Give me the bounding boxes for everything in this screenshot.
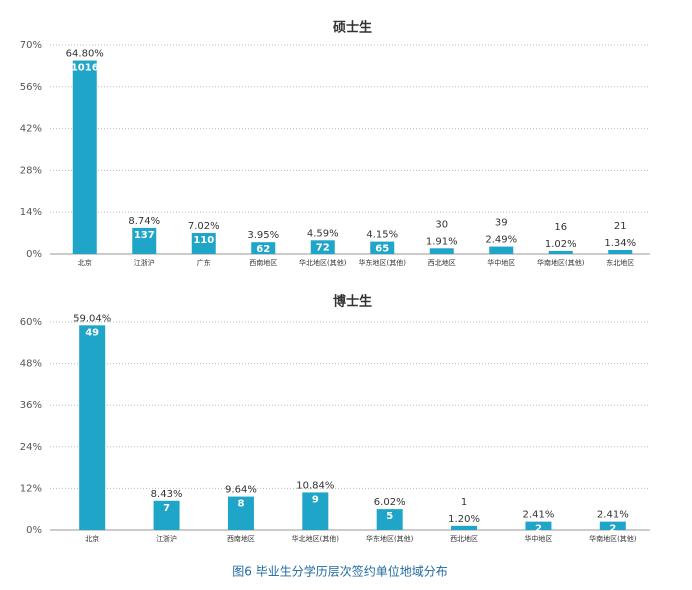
value-label: 2.41% (523, 510, 555, 521)
x-tick-label: 华北地区(其他) (292, 534, 340, 543)
bar (72, 60, 97, 255)
value-label: 64.80% (66, 49, 104, 60)
count-label: 21 (614, 221, 627, 232)
bar (370, 241, 395, 254)
count-label: 1016 (71, 63, 99, 74)
count-label: 9 (312, 494, 319, 505)
value-label: 2.49% (485, 235, 517, 246)
bar (132, 227, 157, 254)
y-tick-label: 56% (20, 82, 42, 93)
x-tick-label: 华中地区 (487, 258, 515, 267)
bar (608, 249, 633, 254)
y-tick-label: 60% (20, 317, 42, 328)
value-label: 10.84% (296, 480, 334, 491)
count-label: 5 (386, 511, 393, 522)
x-tick-label: 华南地区(其他) (537, 258, 585, 267)
bar (310, 240, 335, 254)
y-tick-label: 12% (20, 483, 42, 494)
count-label: 39 (495, 218, 508, 229)
x-tick-label: 江浙沪 (156, 534, 177, 543)
bar (302, 492, 329, 530)
value-label: 7.02% (188, 221, 220, 232)
count-label: 62 (256, 244, 270, 255)
y-tick-label: 28% (20, 165, 42, 176)
bar (227, 496, 254, 530)
x-tick-label: 北京 (85, 534, 99, 543)
bar (451, 525, 478, 530)
bar (548, 250, 573, 254)
bar (153, 500, 180, 530)
value-label: 6.02% (374, 497, 406, 508)
x-tick-label: 华东地区(其他) (359, 258, 407, 267)
bar (376, 509, 403, 530)
chart-title: 硕士生 (333, 20, 372, 36)
x-tick-label: 西北地区 (428, 258, 456, 267)
value-label: 2.41% (597, 510, 629, 521)
caption: 图6 毕业生分学历层次签约单位地域分布 (232, 564, 447, 579)
y-tick-label: 36% (20, 400, 42, 411)
y-tick-label: 48% (20, 359, 42, 370)
value-label: 59.04% (73, 313, 111, 324)
bar (79, 325, 106, 530)
y-tick-label: 24% (20, 442, 42, 453)
x-tick-label: 西南地区 (227, 534, 255, 543)
x-tick-label: 华中地区 (524, 534, 552, 543)
value-label: 8.74% (128, 216, 160, 227)
bar (489, 246, 514, 254)
bar (251, 242, 276, 254)
value-label: 1.91% (426, 236, 458, 247)
value-label: 8.43% (151, 489, 183, 500)
y-tick-label: 42% (20, 124, 42, 135)
y-tick-label: 14% (20, 207, 42, 218)
value-label: 4.59% (307, 228, 339, 239)
x-tick-label: 西北地区 (450, 534, 478, 543)
count-label: 72 (316, 242, 330, 253)
value-label: 4.15% (366, 230, 398, 241)
bar (429, 248, 454, 254)
count-label: 110 (193, 235, 214, 246)
bar (191, 233, 216, 254)
x-tick-label: 北京 (78, 258, 92, 267)
count-label: 7 (163, 503, 170, 514)
count-label: 1 (461, 497, 467, 508)
y-tick-label: 70% (20, 40, 42, 51)
y-tick-label: 0% (26, 249, 42, 260)
count-label: 30 (435, 219, 448, 230)
value-label: 1.02% (545, 239, 577, 250)
count-label: 49 (85, 327, 99, 338)
count-label: 137 (134, 230, 155, 241)
bar (599, 521, 626, 530)
value-label: 9.64% (225, 485, 257, 496)
count-label: 16 (554, 222, 567, 233)
value-label: 1.20% (448, 514, 480, 525)
count-label: 8 (237, 499, 244, 510)
x-tick-label: 西南地区 (249, 258, 277, 267)
bar (525, 521, 552, 530)
x-tick-label: 广东 (197, 258, 211, 267)
x-tick-label: 华东地区(其他) (366, 534, 414, 543)
value-label: 1.34% (604, 238, 636, 249)
count-label: 65 (375, 244, 389, 255)
y-tick-label: 0% (26, 525, 42, 536)
x-tick-label: 江浙沪 (134, 258, 155, 267)
count-label: 2 (609, 524, 616, 535)
value-label: 3.95% (247, 230, 279, 241)
x-tick-label: 东北地区 (606, 258, 634, 267)
count-label: 2 (535, 524, 542, 535)
chart-title: 博士生 (333, 294, 372, 310)
x-tick-label: 华南地区(其他) (589, 534, 637, 543)
x-tick-label: 华北地区(其他) (299, 258, 347, 267)
